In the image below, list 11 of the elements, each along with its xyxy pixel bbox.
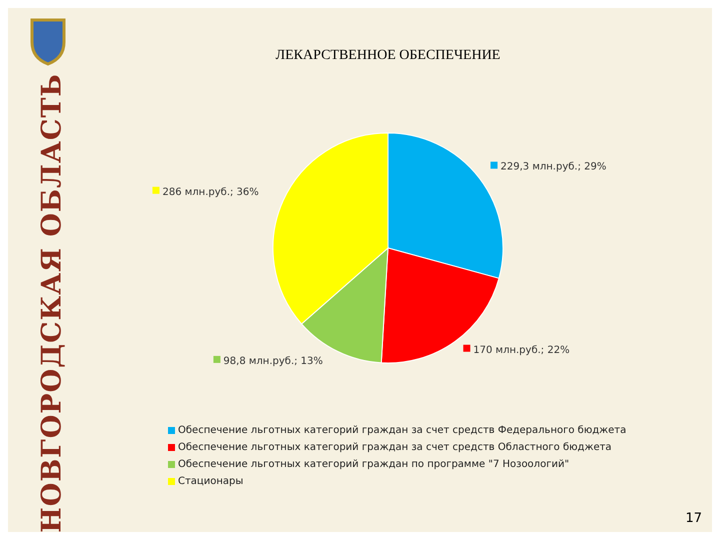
data-label: 286 млн.руб.; 36% bbox=[162, 186, 259, 198]
legend-label: Обеспечение льготных категорий граждан по программе "7 Нозоологий" bbox=[178, 459, 570, 470]
data-label: 98,8 млн.руб.; 13% bbox=[223, 356, 323, 367]
text: НОВГОРОДСКАЯ ОБЛАСТЬ bbox=[36, 73, 68, 533]
legend-label: Стационары bbox=[178, 476, 244, 487]
legend-label: Обеспечение льготных категорий граждан за счет средств Областного бюджета bbox=[178, 442, 612, 453]
legend-label: Обеспечение льготных категорий граждан за счет средств Федерального бюджета bbox=[178, 425, 626, 436]
data-label: 170 млн.руб.; 22% bbox=[473, 344, 570, 356]
chart-title: ЛЕКАРСТВЕННОЕ ОБЕСПЕЧЕНИЕ bbox=[274, 48, 502, 64]
text: 17 bbox=[685, 511, 702, 526]
data-label: 229,3 млн.руб.; 29% bbox=[500, 162, 606, 173]
